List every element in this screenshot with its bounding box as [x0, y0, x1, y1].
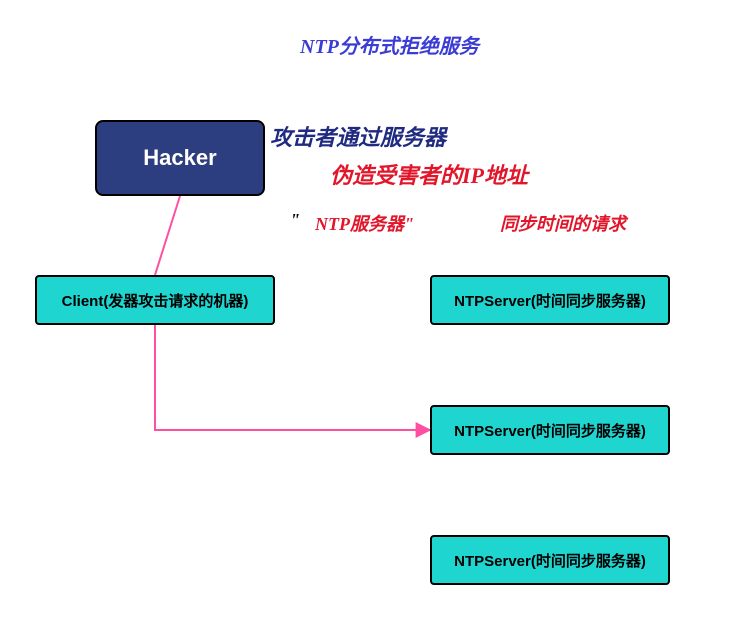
- annotation-ntp-server: NTP服务器": [315, 210, 414, 236]
- ntp-server-node-3: NTPServer(时间同步服务器): [430, 535, 670, 585]
- client-node: Client(发器攻击请求的机器): [35, 275, 275, 325]
- annotation-attacker: 攻击者通过服务器: [270, 120, 446, 152]
- ntp-server-node-1: NTPServer(时间同步服务器): [430, 275, 670, 325]
- client-label: Client(发器攻击请求的机器): [62, 290, 249, 311]
- annotation-quote: ": [290, 210, 300, 231]
- hacker-label: Hacker: [143, 145, 216, 171]
- ntp-server-label-2: NTPServer(时间同步服务器): [454, 420, 646, 441]
- diagram-title: NTP分布式拒绝服务: [300, 30, 479, 59]
- ntp-server-label-3: NTPServer(时间同步服务器): [454, 550, 646, 571]
- annotation-spoof-ip: 伪造受害者的IP地址: [330, 158, 528, 190]
- edge-client-to-ntp2-elbow: [155, 325, 430, 430]
- edge-hacker-to-client: [155, 196, 180, 275]
- ntp-server-label-1: NTPServer(时间同步服务器): [454, 290, 646, 311]
- hacker-node: Hacker: [95, 120, 265, 196]
- annotation-sync-request: 同步时间的请求: [500, 210, 626, 236]
- ntp-server-node-2: NTPServer(时间同步服务器): [430, 405, 670, 455]
